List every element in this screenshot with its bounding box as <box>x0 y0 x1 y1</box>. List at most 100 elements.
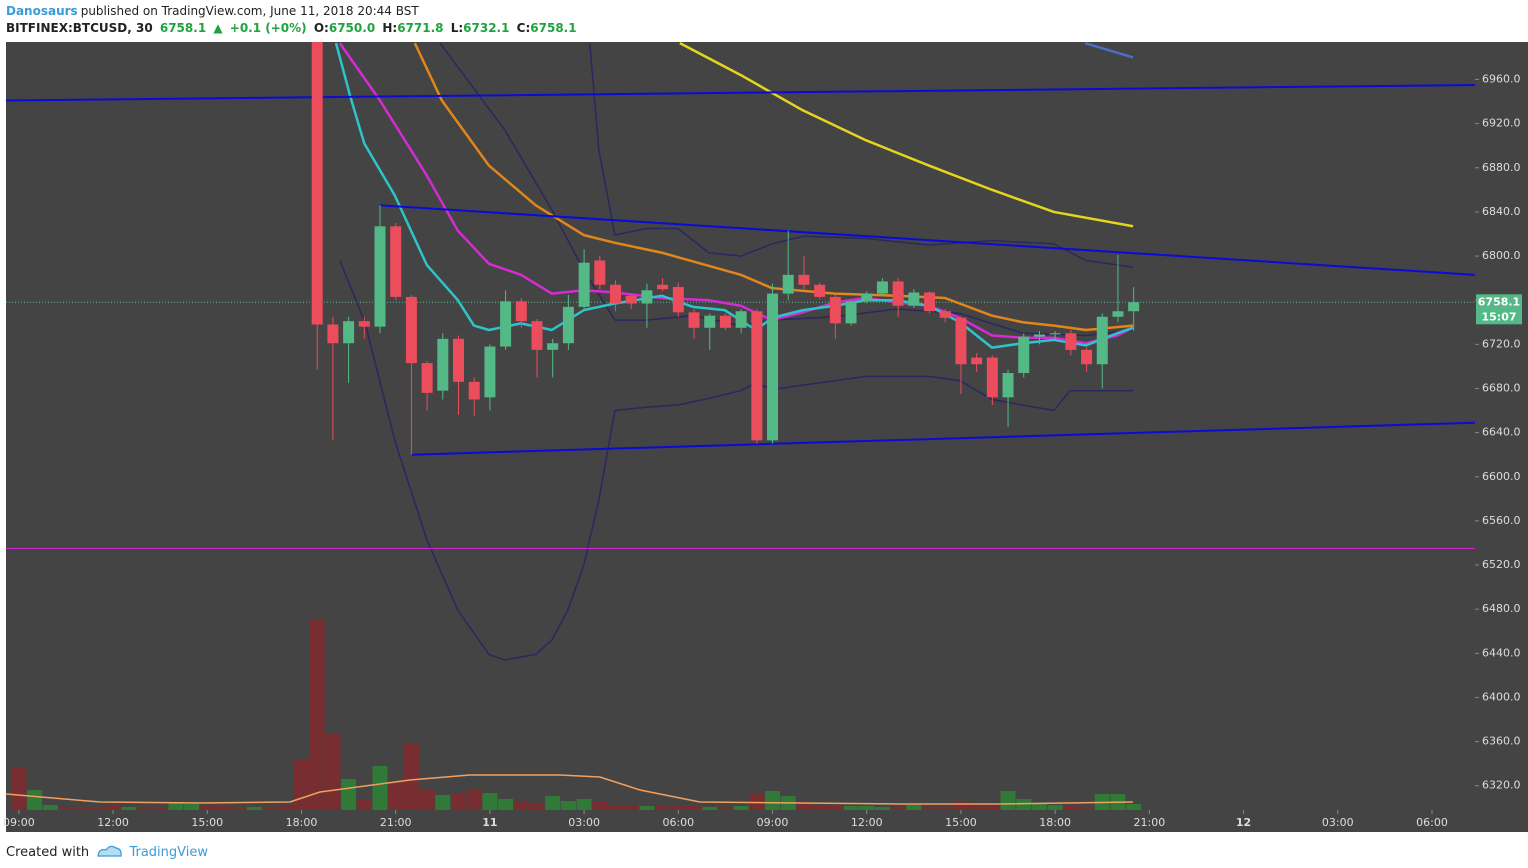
open-value: 6750.0 <box>328 21 376 35</box>
indicator-line <box>411 421 1475 456</box>
footer: Created with TradingView <box>6 842 208 860</box>
indicator-line <box>339 260 1134 661</box>
volume-bar <box>58 807 74 810</box>
volume-bar <box>843 806 859 810</box>
candle-body <box>578 262 590 307</box>
indicator-line <box>6 84 1475 102</box>
candle-body <box>1002 373 1014 398</box>
y-tick-label: 6320.0 <box>1482 779 1521 792</box>
x-tick-label: 06:00 <box>1416 816 1448 829</box>
y-tick-label: 6360.0 <box>1482 735 1521 748</box>
volume-bar <box>341 779 357 810</box>
indicator-line <box>413 42 1134 332</box>
candle-body <box>704 315 716 328</box>
volume-bar <box>1000 791 1016 810</box>
volume-bar <box>11 768 27 810</box>
volume-bar <box>466 789 482 810</box>
volume-bar <box>246 807 262 810</box>
candle-body <box>767 293 779 441</box>
candle-body <box>688 312 700 328</box>
candle-body <box>531 321 543 350</box>
price-tag-label: 6758.1 <box>1478 295 1520 308</box>
candle-body <box>971 357 983 365</box>
volume-bar <box>639 806 655 810</box>
candle-body <box>672 286 684 313</box>
volume-bar <box>922 807 938 810</box>
volume-bar <box>890 807 906 810</box>
volume-bar <box>325 733 341 810</box>
x-tick-label: 18:00 <box>1039 816 1071 829</box>
volume-bar <box>498 799 514 810</box>
candle-body <box>814 284 826 297</box>
low-value: 6732.1 <box>463 21 510 35</box>
y-tick-label: 6480.0 <box>1482 602 1521 615</box>
candle-body <box>1049 333 1061 335</box>
volume-bar <box>670 806 686 810</box>
y-tick-label: 6560.0 <box>1482 514 1521 527</box>
volume-bar <box>293 760 309 810</box>
volume-bar <box>576 799 592 810</box>
symbol: BITFINEX:BTCUSD, 30 <box>6 21 153 35</box>
candle-body <box>1018 336 1030 374</box>
arrow: ▲ <box>213 21 223 35</box>
candle-body <box>358 321 370 327</box>
candle-body <box>343 321 355 344</box>
high-value: 6771.8 <box>397 21 444 35</box>
y-tick-label: 6880.0 <box>1482 161 1521 174</box>
high-label: H: <box>382 21 398 35</box>
candle-body <box>594 260 606 285</box>
volume-bar <box>529 804 545 810</box>
volume-bar <box>717 808 733 810</box>
y-tick-label: 6440.0 <box>1482 646 1521 659</box>
candle-body <box>625 295 637 304</box>
x-tick-label: 03:00 <box>1322 816 1354 829</box>
volume-bar <box>655 805 671 810</box>
volume-bar <box>1016 799 1032 810</box>
x-tick-label: 03:00 <box>568 816 600 829</box>
volume-bar <box>623 806 639 810</box>
candle-body <box>484 346 496 398</box>
axes: 6320.0 6360.0 6400.0 6440.0 6480.0 6520.0 6560… <box>3 73 1522 829</box>
volume-bar <box>168 802 184 810</box>
close-label: C: <box>516 21 531 35</box>
volume-bar <box>403 744 419 810</box>
volume-bar <box>105 806 121 810</box>
indicator-line <box>679 42 1134 228</box>
y-tick-label: 6680.0 <box>1482 381 1521 394</box>
published-text: published on TradingView.com, June 11, 2… <box>80 4 419 18</box>
x-tick-label: 12:00 <box>851 816 883 829</box>
candle-body <box>1112 311 1124 317</box>
plot-area <box>6 42 1475 810</box>
candle-body <box>939 311 951 318</box>
volume-bar <box>89 807 105 810</box>
y-tick-label: 6720.0 <box>1482 337 1521 350</box>
change: +0.1 (+0%) <box>229 21 307 35</box>
brand-logo <box>97 845 123 857</box>
volume-bar <box>812 806 828 810</box>
x-tick-label: 09:00 <box>3 816 35 829</box>
candle-body <box>641 290 653 304</box>
volume-bar <box>215 806 231 810</box>
candle-body <box>405 296 417 364</box>
volume-bar <box>796 804 812 810</box>
candle-body <box>374 226 386 327</box>
volume-bar <box>1079 807 1095 810</box>
volume-bar <box>42 805 58 810</box>
x-tick-label: 06:00 <box>662 816 694 829</box>
close-value: 6758.1 <box>530 21 577 35</box>
price: 6758.1 <box>159 21 207 35</box>
candle-body <box>1128 302 1140 312</box>
indicator-line <box>334 42 1134 349</box>
y-tick-label: 6640.0 <box>1482 426 1521 439</box>
candle-body <box>892 281 904 306</box>
candle-body <box>657 284 669 290</box>
candle-body <box>924 292 936 312</box>
candle-body <box>547 343 559 350</box>
candle-body <box>955 317 967 365</box>
author-link[interactable]: Danosaurs <box>6 4 78 18</box>
volume-bar <box>686 806 702 810</box>
brand-link[interactable]: TradingView <box>129 845 208 860</box>
candle-body <box>515 301 527 322</box>
x-tick-label: 12:00 <box>97 816 129 829</box>
